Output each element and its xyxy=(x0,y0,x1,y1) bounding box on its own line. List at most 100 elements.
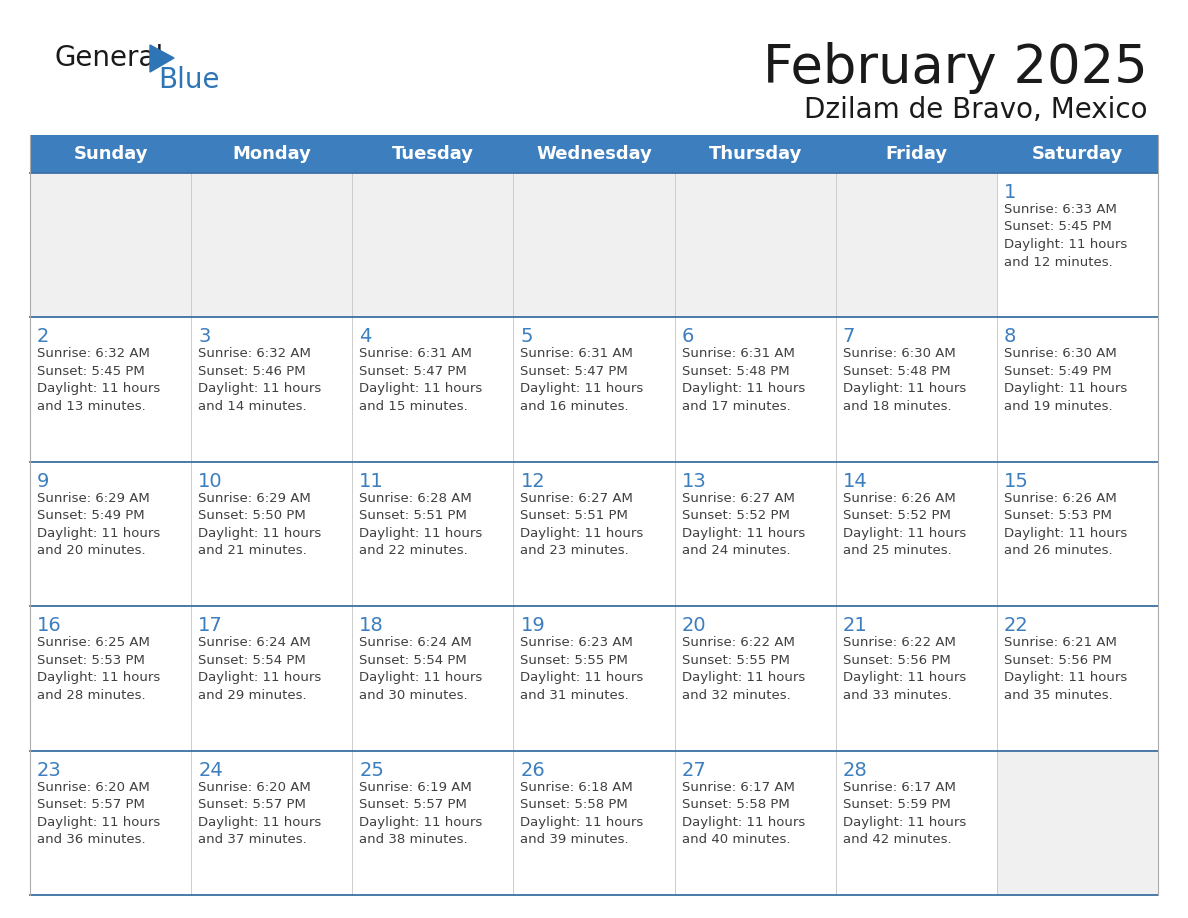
Text: Tuesday: Tuesday xyxy=(392,145,474,163)
Text: Wednesday: Wednesday xyxy=(536,145,652,163)
Bar xyxy=(353,462,513,606)
Text: 12: 12 xyxy=(520,472,545,491)
Bar xyxy=(513,173,675,318)
Bar xyxy=(513,462,675,606)
Bar xyxy=(30,173,191,318)
Text: Sunrise: 6:30 AM
Sunset: 5:48 PM
Daylight: 11 hours
and 18 minutes.: Sunrise: 6:30 AM Sunset: 5:48 PM Dayligh… xyxy=(842,347,966,413)
Text: Sunrise: 6:26 AM
Sunset: 5:53 PM
Daylight: 11 hours
and 26 minutes.: Sunrise: 6:26 AM Sunset: 5:53 PM Dayligh… xyxy=(1004,492,1127,557)
Bar xyxy=(353,173,513,318)
Text: 4: 4 xyxy=(359,328,372,346)
Text: 16: 16 xyxy=(37,616,62,635)
Bar xyxy=(835,173,997,318)
Text: 10: 10 xyxy=(198,472,223,491)
Bar xyxy=(30,318,191,462)
Text: 22: 22 xyxy=(1004,616,1029,635)
Text: February 2025: February 2025 xyxy=(763,42,1148,94)
Text: 9: 9 xyxy=(37,472,50,491)
Text: 7: 7 xyxy=(842,328,855,346)
Text: 28: 28 xyxy=(842,761,867,779)
Text: Sunrise: 6:20 AM
Sunset: 5:57 PM
Daylight: 11 hours
and 37 minutes.: Sunrise: 6:20 AM Sunset: 5:57 PM Dayligh… xyxy=(198,780,322,846)
Bar xyxy=(997,751,1158,895)
Text: Sunrise: 6:22 AM
Sunset: 5:55 PM
Daylight: 11 hours
and 32 minutes.: Sunrise: 6:22 AM Sunset: 5:55 PM Dayligh… xyxy=(682,636,804,701)
Bar xyxy=(513,318,675,462)
Text: Sunrise: 6:31 AM
Sunset: 5:47 PM
Daylight: 11 hours
and 16 minutes.: Sunrise: 6:31 AM Sunset: 5:47 PM Dayligh… xyxy=(520,347,644,413)
Text: 17: 17 xyxy=(198,616,223,635)
Bar xyxy=(30,462,191,606)
Text: 3: 3 xyxy=(198,328,210,346)
Bar xyxy=(191,462,353,606)
Bar xyxy=(191,173,353,318)
Text: Monday: Monday xyxy=(233,145,311,163)
Text: Sunrise: 6:17 AM
Sunset: 5:59 PM
Daylight: 11 hours
and 42 minutes.: Sunrise: 6:17 AM Sunset: 5:59 PM Dayligh… xyxy=(842,780,966,846)
Bar xyxy=(675,318,835,462)
Polygon shape xyxy=(150,45,173,72)
Text: 20: 20 xyxy=(682,616,706,635)
Text: 25: 25 xyxy=(359,761,384,779)
Text: Sunday: Sunday xyxy=(74,145,147,163)
Text: Sunrise: 6:24 AM
Sunset: 5:54 PM
Daylight: 11 hours
and 30 minutes.: Sunrise: 6:24 AM Sunset: 5:54 PM Dayligh… xyxy=(359,636,482,701)
Bar xyxy=(835,462,997,606)
Text: Sunrise: 6:32 AM
Sunset: 5:46 PM
Daylight: 11 hours
and 14 minutes.: Sunrise: 6:32 AM Sunset: 5:46 PM Dayligh… xyxy=(198,347,322,413)
Text: Friday: Friday xyxy=(885,145,947,163)
Text: 14: 14 xyxy=(842,472,867,491)
Text: Sunrise: 6:29 AM
Sunset: 5:50 PM
Daylight: 11 hours
and 21 minutes.: Sunrise: 6:29 AM Sunset: 5:50 PM Dayligh… xyxy=(198,492,322,557)
Text: 27: 27 xyxy=(682,761,707,779)
Bar xyxy=(353,606,513,751)
Bar xyxy=(353,318,513,462)
Text: 24: 24 xyxy=(198,761,223,779)
Text: Dzilam de Bravo, Mexico: Dzilam de Bravo, Mexico xyxy=(804,96,1148,124)
Text: 19: 19 xyxy=(520,616,545,635)
Text: Blue: Blue xyxy=(158,66,220,94)
Bar xyxy=(997,173,1158,318)
Text: 5: 5 xyxy=(520,328,533,346)
Bar xyxy=(513,606,675,751)
Text: Sunrise: 6:24 AM
Sunset: 5:54 PM
Daylight: 11 hours
and 29 minutes.: Sunrise: 6:24 AM Sunset: 5:54 PM Dayligh… xyxy=(198,636,322,701)
Text: Sunrise: 6:18 AM
Sunset: 5:58 PM
Daylight: 11 hours
and 39 minutes.: Sunrise: 6:18 AM Sunset: 5:58 PM Dayligh… xyxy=(520,780,644,846)
Bar xyxy=(675,173,835,318)
Text: Sunrise: 6:27 AM
Sunset: 5:51 PM
Daylight: 11 hours
and 23 minutes.: Sunrise: 6:27 AM Sunset: 5:51 PM Dayligh… xyxy=(520,492,644,557)
Text: Sunrise: 6:27 AM
Sunset: 5:52 PM
Daylight: 11 hours
and 24 minutes.: Sunrise: 6:27 AM Sunset: 5:52 PM Dayligh… xyxy=(682,492,804,557)
Text: Sunrise: 6:33 AM
Sunset: 5:45 PM
Daylight: 11 hours
and 12 minutes.: Sunrise: 6:33 AM Sunset: 5:45 PM Dayligh… xyxy=(1004,203,1127,268)
Text: 1: 1 xyxy=(1004,183,1016,202)
Text: 26: 26 xyxy=(520,761,545,779)
Bar xyxy=(675,606,835,751)
Text: Sunrise: 6:23 AM
Sunset: 5:55 PM
Daylight: 11 hours
and 31 minutes.: Sunrise: 6:23 AM Sunset: 5:55 PM Dayligh… xyxy=(520,636,644,701)
Text: Sunrise: 6:32 AM
Sunset: 5:45 PM
Daylight: 11 hours
and 13 minutes.: Sunrise: 6:32 AM Sunset: 5:45 PM Dayligh… xyxy=(37,347,160,413)
Text: Sunrise: 6:20 AM
Sunset: 5:57 PM
Daylight: 11 hours
and 36 minutes.: Sunrise: 6:20 AM Sunset: 5:57 PM Dayligh… xyxy=(37,780,160,846)
Text: Sunrise: 6:31 AM
Sunset: 5:47 PM
Daylight: 11 hours
and 15 minutes.: Sunrise: 6:31 AM Sunset: 5:47 PM Dayligh… xyxy=(359,347,482,413)
Text: Sunrise: 6:30 AM
Sunset: 5:49 PM
Daylight: 11 hours
and 19 minutes.: Sunrise: 6:30 AM Sunset: 5:49 PM Dayligh… xyxy=(1004,347,1127,413)
Text: 2: 2 xyxy=(37,328,50,346)
Text: 23: 23 xyxy=(37,761,62,779)
Text: 6: 6 xyxy=(682,328,694,346)
Bar xyxy=(30,606,191,751)
Bar xyxy=(835,751,997,895)
Bar xyxy=(353,751,513,895)
Bar xyxy=(191,606,353,751)
Bar xyxy=(191,751,353,895)
Bar xyxy=(997,462,1158,606)
Text: Sunrise: 6:19 AM
Sunset: 5:57 PM
Daylight: 11 hours
and 38 minutes.: Sunrise: 6:19 AM Sunset: 5:57 PM Dayligh… xyxy=(359,780,482,846)
Bar xyxy=(30,751,191,895)
Bar xyxy=(835,318,997,462)
Text: Thursday: Thursday xyxy=(708,145,802,163)
Text: 18: 18 xyxy=(359,616,384,635)
Text: 11: 11 xyxy=(359,472,384,491)
Text: 8: 8 xyxy=(1004,328,1016,346)
Text: Sunrise: 6:26 AM
Sunset: 5:52 PM
Daylight: 11 hours
and 25 minutes.: Sunrise: 6:26 AM Sunset: 5:52 PM Dayligh… xyxy=(842,492,966,557)
Text: 13: 13 xyxy=(682,472,707,491)
Text: 21: 21 xyxy=(842,616,867,635)
Text: Sunrise: 6:31 AM
Sunset: 5:48 PM
Daylight: 11 hours
and 17 minutes.: Sunrise: 6:31 AM Sunset: 5:48 PM Dayligh… xyxy=(682,347,804,413)
Text: Sunrise: 6:29 AM
Sunset: 5:49 PM
Daylight: 11 hours
and 20 minutes.: Sunrise: 6:29 AM Sunset: 5:49 PM Dayligh… xyxy=(37,492,160,557)
Text: Saturday: Saturday xyxy=(1032,145,1123,163)
Text: Sunrise: 6:21 AM
Sunset: 5:56 PM
Daylight: 11 hours
and 35 minutes.: Sunrise: 6:21 AM Sunset: 5:56 PM Dayligh… xyxy=(1004,636,1127,701)
Bar xyxy=(513,751,675,895)
Text: 15: 15 xyxy=(1004,472,1029,491)
Bar xyxy=(675,751,835,895)
Bar xyxy=(30,135,1158,173)
Bar xyxy=(997,318,1158,462)
Bar xyxy=(835,606,997,751)
Bar xyxy=(675,462,835,606)
Bar xyxy=(191,318,353,462)
Bar xyxy=(997,606,1158,751)
Text: General: General xyxy=(55,44,164,72)
